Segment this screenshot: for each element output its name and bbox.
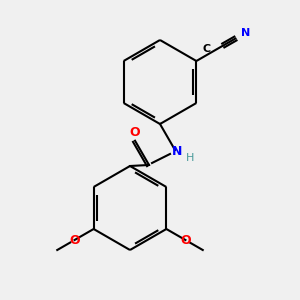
Text: C: C: [202, 44, 210, 53]
Text: H: H: [186, 153, 194, 163]
Text: N: N: [241, 28, 250, 38]
Text: O: O: [180, 233, 191, 247]
Text: N: N: [172, 146, 182, 158]
Text: O: O: [69, 233, 80, 247]
Text: O: O: [130, 126, 140, 139]
